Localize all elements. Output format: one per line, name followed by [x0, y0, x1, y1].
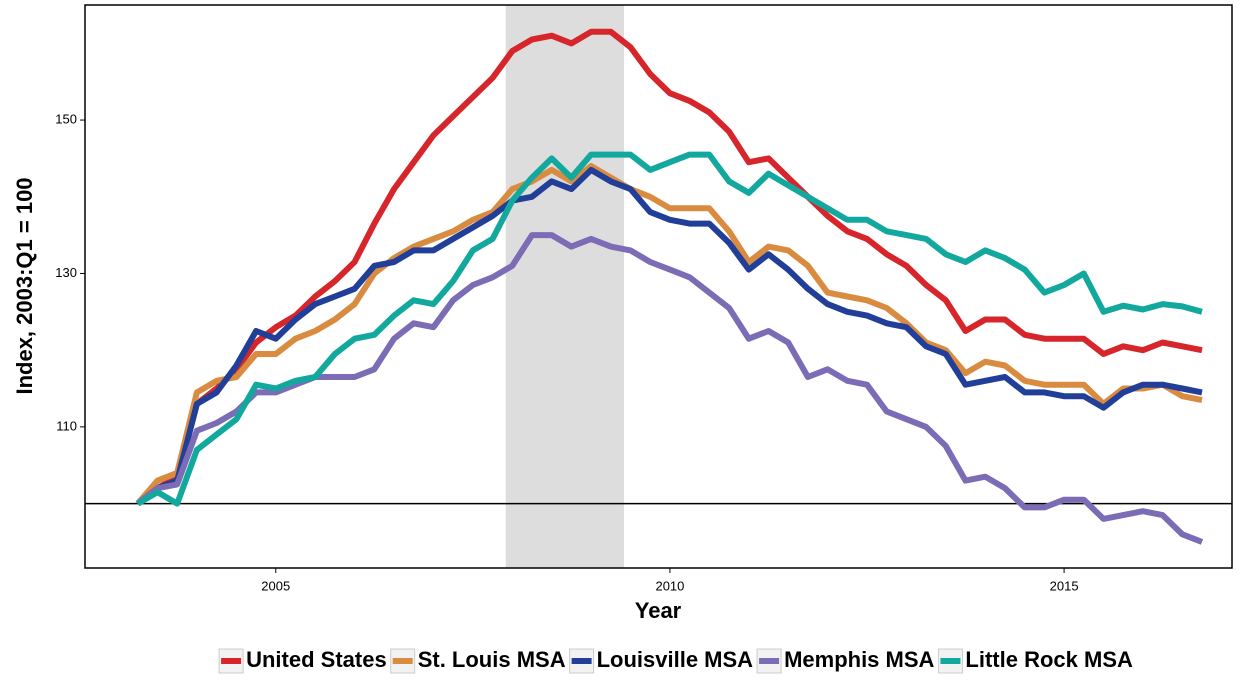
legend-label: Little Rock MSA	[965, 647, 1133, 672]
x-axis-title: Year	[635, 598, 682, 623]
legend-label: United States	[246, 647, 387, 672]
y-tick-label: 110	[56, 418, 77, 433]
series-line	[135, 28, 1203, 506]
series-line	[135, 163, 1203, 506]
series-line	[135, 232, 1204, 545]
legend: United States St. Louis MSA Louisville MSA…	[218, 647, 1133, 674]
plot-border	[84, 4, 1233, 569]
x-tick-label: 2005	[261, 578, 290, 593]
legend-label: Memphis MSA	[784, 647, 934, 672]
y-tick-label: 130	[55, 265, 77, 280]
series-line	[136, 151, 1203, 507]
y-tick-label: 150	[55, 111, 77, 126]
x-tick-label: 2015	[1050, 578, 1079, 593]
recession-shade	[505, 5, 624, 568]
series-line	[135, 166, 1203, 506]
x-tick-label: 2010	[655, 578, 684, 593]
legend-label: St. Louis MSA	[418, 647, 566, 672]
legend-label: Louisville MSA	[597, 647, 754, 672]
y-axis-title: Index, 2003:Q1 = 100	[12, 177, 37, 394]
